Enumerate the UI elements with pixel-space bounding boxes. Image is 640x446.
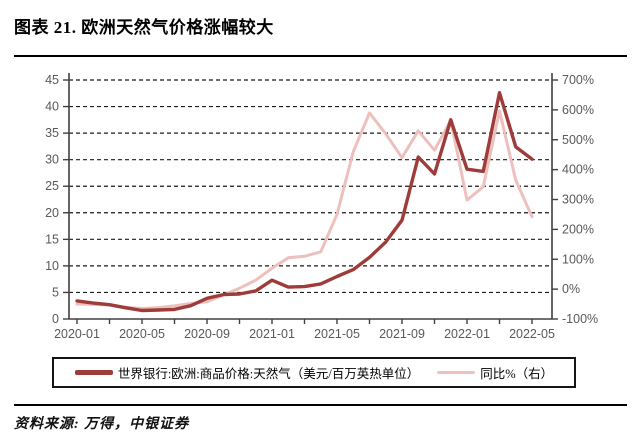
left-axis-label: 20: [45, 206, 59, 220]
figure-title: 图表 21. 欧洲天然气价格涨幅较大: [14, 18, 274, 37]
left-axis-label: 10: [45, 259, 59, 273]
right-axis-label: 300%: [562, 193, 594, 207]
left-axis-label: 45: [45, 73, 59, 87]
legend-entry-price: 世界银行:欧洲:商品价格:天然气（美元/百万英热单位）: [74, 363, 420, 382]
right-axis-label: 700%: [562, 73, 594, 87]
x-axis-label: 2022-05: [509, 327, 555, 341]
legend-yoy-label: 同比%（右）: [480, 367, 554, 381]
right-axis-label: 0%: [562, 282, 580, 296]
x-axis-label: 2020-05: [119, 327, 165, 341]
left-axis-label: 35: [45, 126, 59, 140]
chart-legend: 世界银行:欧洲:商品价格:天然气（美元/百万英热单位） 同比%（右）: [52, 357, 576, 388]
right-axis-label: 200%: [562, 222, 594, 236]
left-axis-label: 0: [52, 312, 59, 326]
source-note: 资料来源: 万得，中银证券: [14, 417, 190, 432]
left-axis-label: 30: [45, 153, 59, 167]
x-axis-label: 2020-09: [184, 327, 230, 341]
yoy-line-swatch-icon: [437, 371, 476, 374]
right-axis-label: 100%: [562, 252, 594, 266]
source-rule: [14, 404, 627, 406]
right-axis-label: 600%: [562, 103, 594, 117]
left-axis-label: 5: [52, 285, 59, 299]
left-axis-label: 15: [45, 232, 59, 246]
right-axis-label: 500%: [562, 133, 594, 147]
x-axis-label: 2021-09: [379, 327, 425, 341]
right-axis-label: 400%: [562, 163, 594, 177]
price-line-swatch-icon: [74, 370, 113, 375]
left-axis-label: 25: [45, 179, 59, 193]
price-chart: 45 40 35 30 25 20 15 10 5 0 700% 600% 500% 400% 300% 20…: [45, 73, 598, 341]
right-axis-label: -100%: [562, 312, 598, 326]
legend-entry-yoy: 同比%（右）: [437, 363, 553, 382]
x-axis-label: 2020-01: [54, 327, 100, 341]
price-series-line: [75, 91, 534, 313]
title-rule: [14, 55, 627, 57]
yoy-series-line: [75, 109, 534, 310]
x-axis-label: 2021-05: [314, 327, 360, 341]
x-axis-label: 2021-01: [249, 327, 295, 341]
x-axis-label: 2022-01: [444, 327, 490, 341]
left-axis-label: 40: [45, 100, 59, 114]
legend-price-label: 世界银行:欧洲:商品价格:天然气（美元/百万英热单位）: [117, 367, 420, 381]
